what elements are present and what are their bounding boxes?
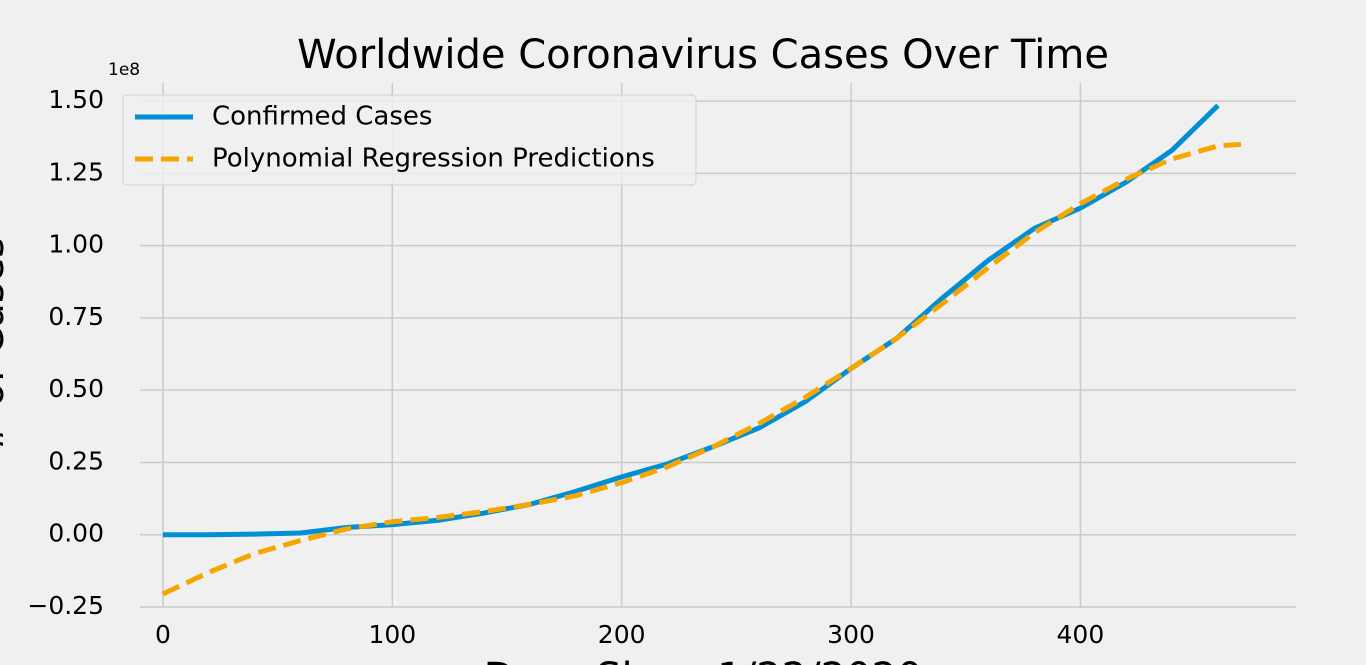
legend-label: Confirmed Cases <box>212 102 432 132</box>
plot <box>161 103 1242 597</box>
legend-label: Polynomial Regression Predictions <box>212 144 655 174</box>
x-tick-label: 100 <box>368 620 416 649</box>
y-tick-label: 0.50 <box>48 374 104 403</box>
x-axis-label: Days Since 1/22/2020 <box>484 655 923 665</box>
y-tick-label: 1.00 <box>48 230 104 259</box>
y-tick-label: 0.00 <box>48 519 104 548</box>
legend: Confirmed Cases Polynomial Regression Pre… <box>122 94 697 186</box>
x-tick-label: 200 <box>598 620 646 649</box>
y-tick-label: 0.25 <box>48 446 104 475</box>
x-tick-label: 300 <box>827 620 875 649</box>
series-line <box>161 141 1242 597</box>
x-tick-label: 400 <box>1057 620 1105 649</box>
y-tick-label: 1.25 <box>48 157 104 186</box>
y-tick-label: 1.50 <box>48 85 104 114</box>
chart-title: Worldwide Coronavirus Cases Over Time <box>297 32 1109 78</box>
y-axis-label: # of Cases <box>0 237 13 453</box>
y-offset-label: 1e8 <box>108 60 140 80</box>
y-tick-label: 0.75 <box>48 302 104 331</box>
legend-box <box>122 94 697 186</box>
x-tick-label: 0 <box>155 620 171 649</box>
y-tick-label: −0.25 <box>27 591 104 620</box>
